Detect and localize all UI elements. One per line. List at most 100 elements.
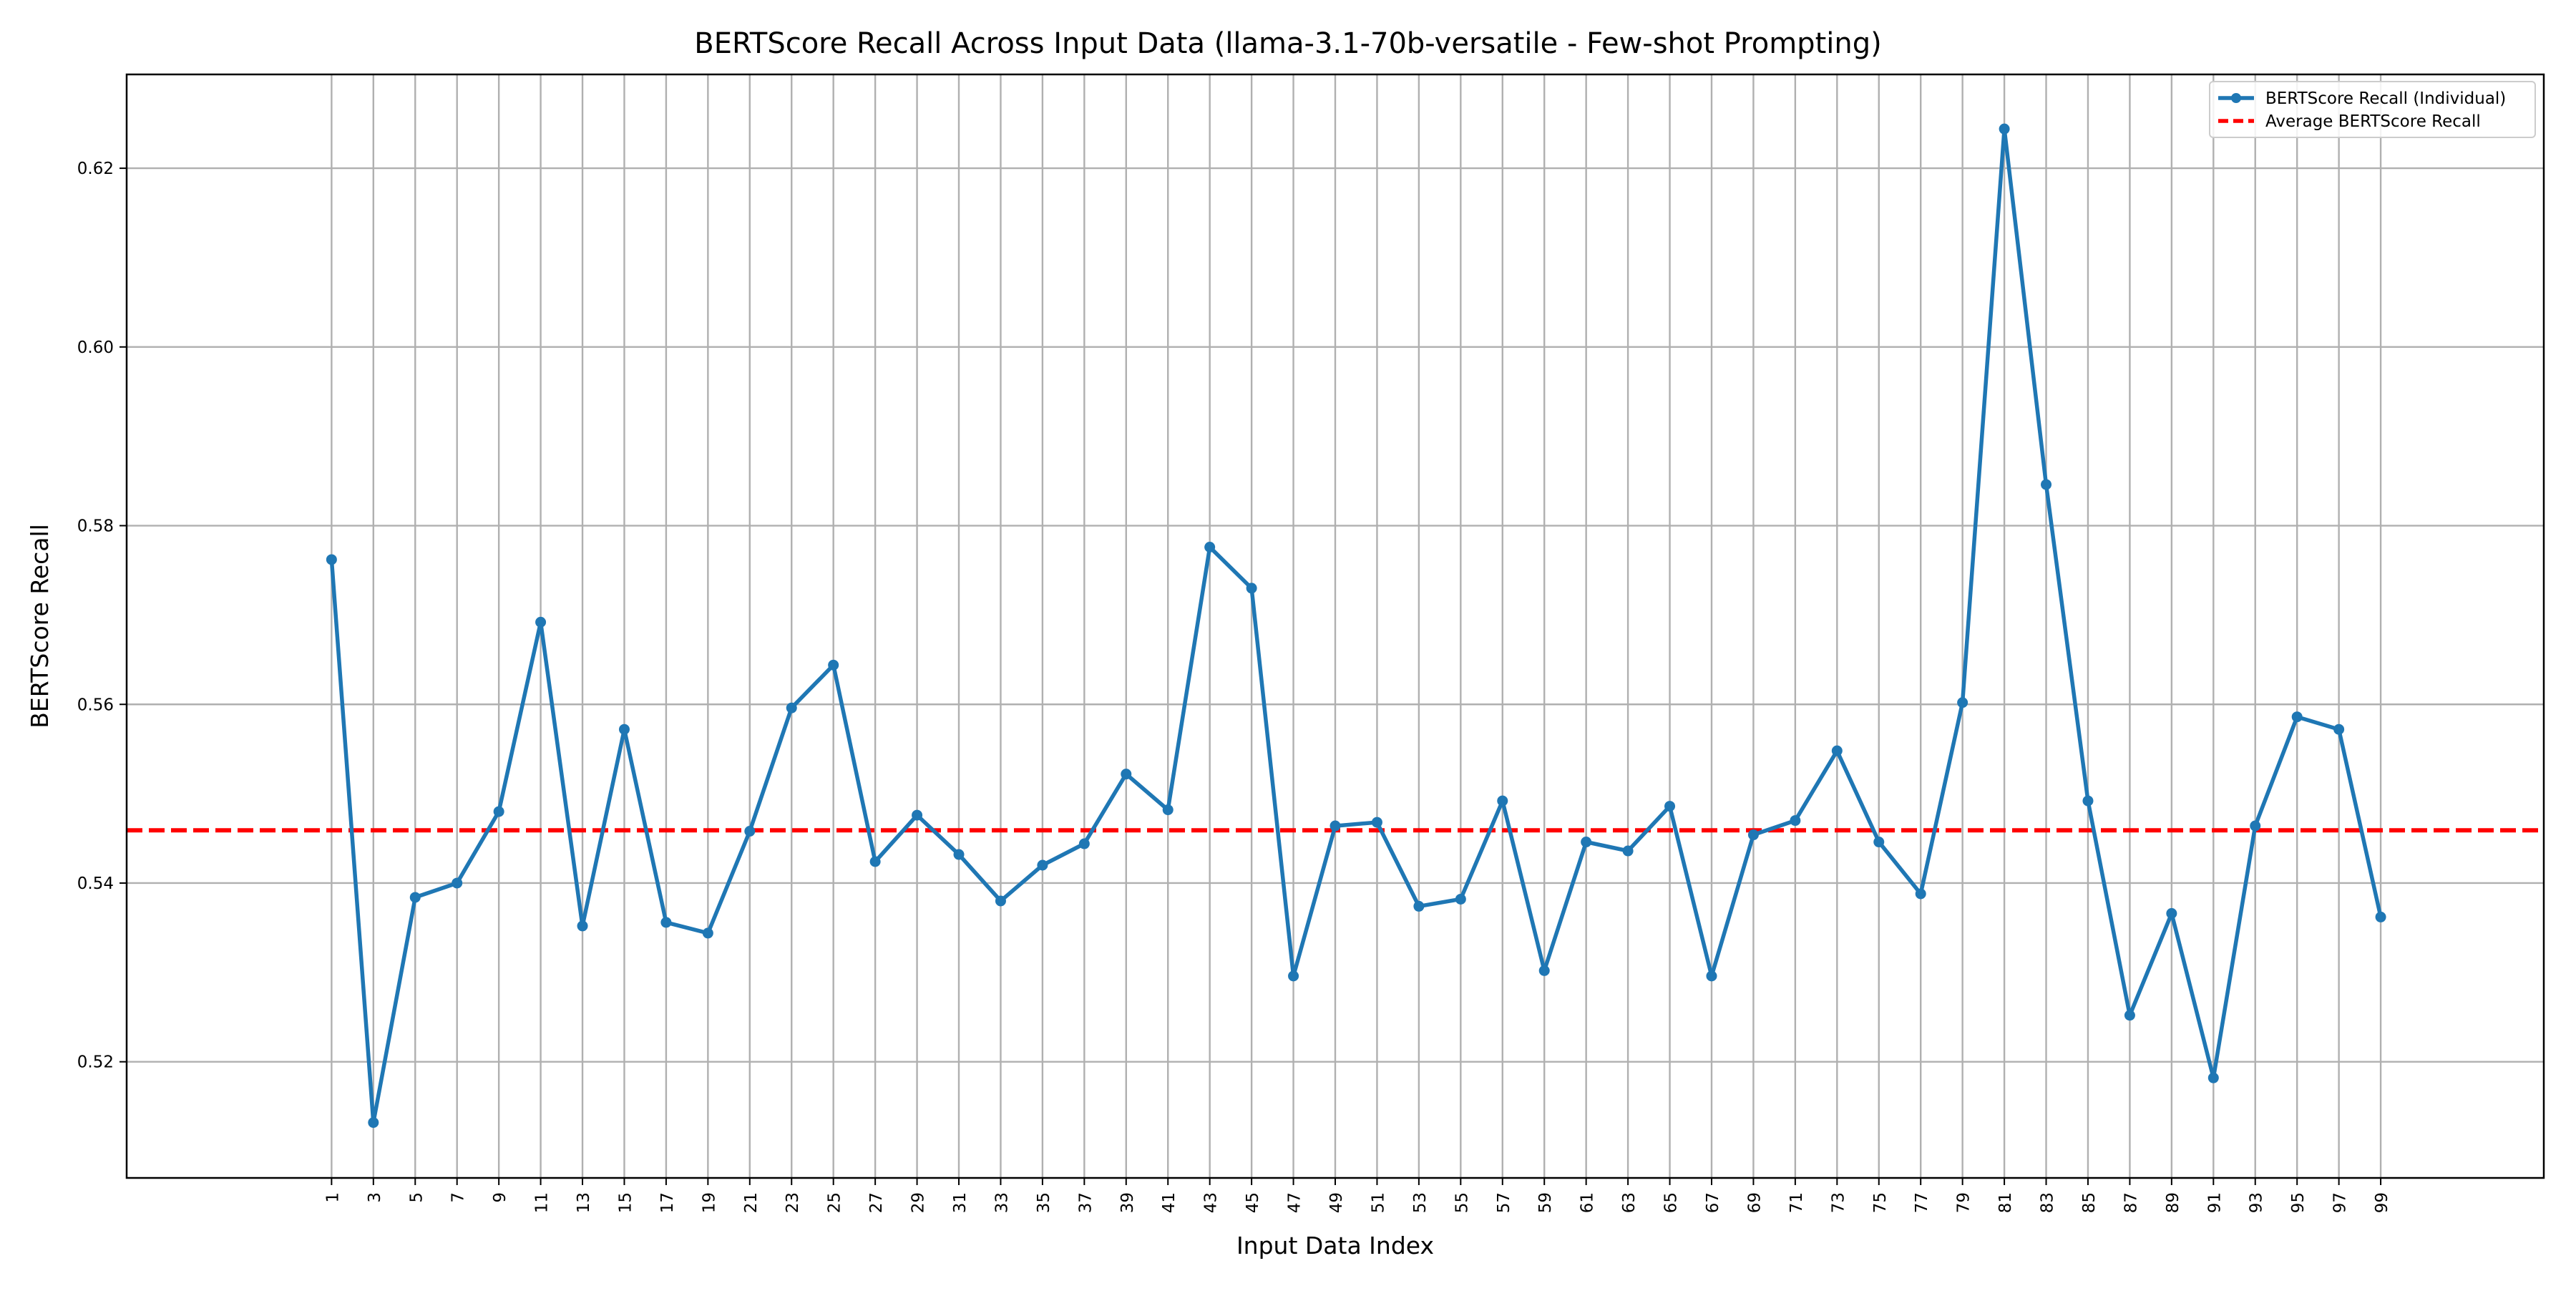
x-axis-ticks: 1 3 5 7 9 11 13 15 17 19 21 23 25 27 29 31 33 35 37 39 41 43 4…: [323, 1178, 2391, 1213]
x-tick-label: 89: [2164, 1192, 2182, 1213]
series-group: [326, 123, 2386, 1129]
x-tick-label: 85: [2080, 1192, 2099, 1213]
x-tick-label: 35: [1035, 1192, 1053, 1213]
x-axis-label: Input Data Index: [1236, 1232, 1434, 1260]
recall-data-point: [953, 849, 965, 860]
x-tick-label: 5: [407, 1192, 426, 1203]
x-tick-label: 81: [1996, 1192, 2015, 1213]
x-tick-label: 87: [2122, 1192, 2140, 1213]
x-tick-label: 3: [366, 1192, 384, 1203]
legend: BERTScore Recall (Individual) Average BER…: [2209, 81, 2536, 138]
x-tick-label: 75: [1871, 1192, 1890, 1213]
y-tick-label: 0.58: [77, 517, 114, 536]
x-tick-label: 61: [1579, 1192, 1597, 1213]
y-tick-label: 0.52: [77, 1053, 114, 1072]
recall-data-point: [2333, 724, 2345, 735]
x-tick-label: 9: [491, 1192, 509, 1203]
y-tick-label: 0.62: [77, 160, 114, 178]
recall-data-point: [1371, 817, 1382, 828]
x-tick-label: 29: [909, 1192, 928, 1213]
chart-title: BERTScore Recall Across Input Data (llam…: [694, 27, 1881, 60]
x-tick-label: 95: [2289, 1192, 2308, 1213]
recall-data-point: [1121, 769, 1132, 780]
recall-data-point: [1288, 970, 1299, 982]
x-tick-label: 53: [1411, 1192, 1430, 1213]
recall-data-point: [660, 917, 672, 928]
x-tick-label: 57: [1495, 1192, 1513, 1213]
legend-label-individual: BERTScore Recall (Individual): [2265, 89, 2506, 108]
recall-data-point: [535, 616, 547, 628]
x-tick-label: 83: [2039, 1192, 2057, 1213]
recall-data-point: [2124, 1010, 2135, 1021]
recall-data-point: [577, 920, 588, 932]
recall-data-point: [1413, 900, 1425, 912]
y-tick-label: 0.54: [77, 875, 114, 893]
y-tick-label: 0.56: [77, 696, 114, 714]
x-tick-label: 69: [1745, 1192, 1764, 1213]
x-tick-label: 43: [1202, 1192, 1221, 1213]
recall-data-point: [2166, 907, 2177, 919]
x-tick-label: 93: [2248, 1192, 2266, 1213]
recall-data-point: [326, 554, 337, 565]
x-tick-label: 67: [1704, 1192, 1722, 1213]
x-tick-label: 65: [1662, 1192, 1681, 1213]
recall-data-point: [1999, 123, 2010, 135]
grid-lines: [127, 74, 2544, 1178]
x-tick-label: 33: [992, 1192, 1011, 1213]
x-tick-label: 55: [1453, 1192, 1471, 1213]
recall-data-point: [2082, 795, 2094, 807]
x-tick-label: 31: [951, 1192, 970, 1213]
recall-data-point: [1790, 815, 1801, 827]
x-tick-label: 45: [1244, 1192, 1262, 1213]
legend-box: [2209, 81, 2536, 138]
recall-data-point: [1538, 965, 1550, 976]
recall-data-point: [2375, 911, 2386, 922]
x-tick-label: 25: [826, 1192, 844, 1213]
x-tick-label: 59: [1536, 1192, 1555, 1213]
legend-marker-individual: [2231, 93, 2241, 103]
recall-data-point: [1873, 837, 1885, 848]
y-axis-ticks: 0.52 0.54 0.56 0.58 0.60 0.62: [77, 160, 127, 1072]
legend-label-average: Average BERTScore Recall: [2265, 112, 2481, 131]
x-tick-label: 51: [1369, 1192, 1387, 1213]
recall-data-point: [618, 724, 630, 735]
x-tick-label: 91: [2205, 1192, 2224, 1213]
recall-data-point: [2250, 820, 2261, 832]
x-tick-label: 7: [449, 1192, 468, 1203]
recall-data-point: [2041, 479, 2052, 490]
recall-data-point: [786, 702, 797, 713]
recall-data-point: [869, 856, 881, 867]
x-tick-label: 19: [700, 1192, 718, 1213]
x-tick-label: 77: [1913, 1192, 1931, 1213]
x-tick-label: 97: [2331, 1192, 2350, 1213]
recall-data-point: [2207, 1072, 2219, 1083]
recall-data-point: [1078, 838, 1090, 849]
x-tick-label: 23: [784, 1192, 802, 1213]
x-tick-label: 39: [1118, 1192, 1137, 1213]
x-tick-label: 13: [575, 1192, 593, 1213]
recall-data-point: [744, 826, 756, 837]
x-tick-label: 99: [2373, 1192, 2391, 1213]
recall-data-point: [2291, 711, 2303, 723]
plot-frame: [125, 73, 2545, 1179]
y-axis-label: BERTScore Recall: [26, 524, 54, 729]
recall-data-point: [1664, 801, 1676, 812]
recall-data-point: [828, 659, 839, 671]
recall-data-point: [1204, 542, 1216, 553]
recall-data-point: [995, 895, 1006, 907]
x-tick-label: 11: [533, 1192, 552, 1213]
x-tick-label: 49: [1327, 1192, 1346, 1213]
x-tick-label: 63: [1620, 1192, 1639, 1213]
recall-data-point: [1957, 697, 1968, 708]
x-tick-label: 41: [1160, 1192, 1179, 1213]
x-tick-label: 37: [1076, 1192, 1095, 1213]
recall-data-point: [1747, 829, 1759, 841]
recall-data-point: [702, 927, 713, 939]
recall-data-point: [1622, 845, 1634, 857]
x-tick-label: 47: [1286, 1192, 1304, 1213]
x-tick-label: 21: [742, 1192, 761, 1213]
recall-data-point: [368, 1117, 379, 1129]
recall-data-point: [1581, 837, 1592, 848]
